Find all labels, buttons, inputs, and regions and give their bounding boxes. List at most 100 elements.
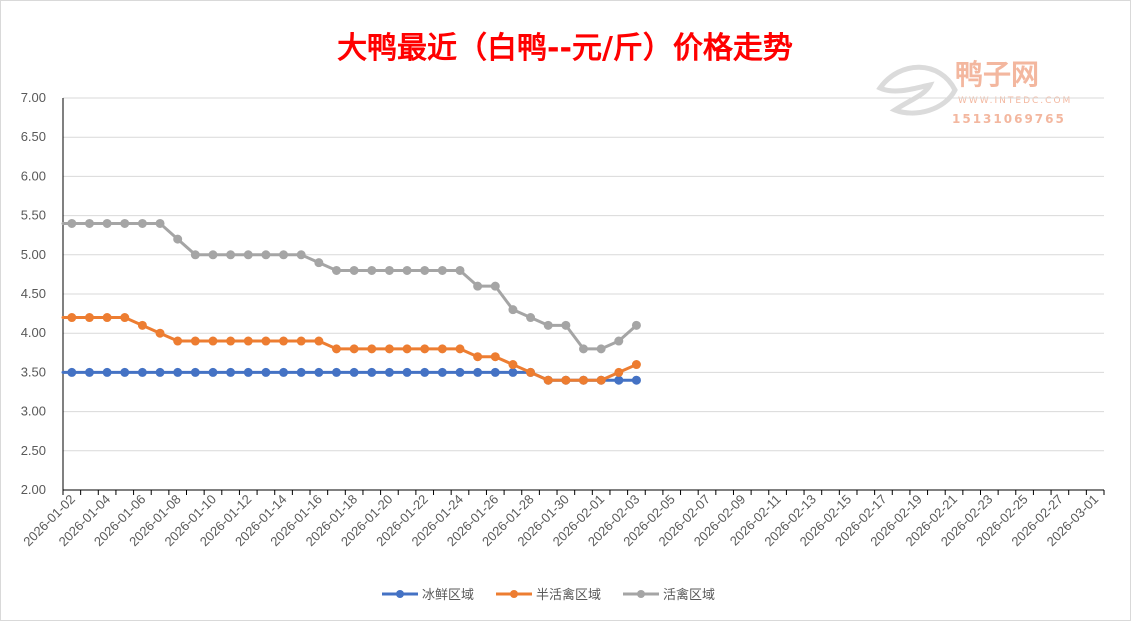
data-point — [631, 360, 641, 370]
y-tick-label: 3.00 — [21, 404, 46, 419]
data-point — [596, 344, 606, 354]
data-point — [490, 281, 500, 291]
y-tick-label: 7.00 — [21, 90, 46, 105]
data-point — [579, 375, 588, 385]
data-point — [349, 367, 359, 377]
data-point — [349, 265, 359, 275]
data-point — [455, 344, 465, 354]
data-point — [137, 320, 147, 330]
data-point — [437, 265, 447, 275]
data-point — [420, 265, 430, 275]
data-point — [437, 367, 447, 377]
chart-title: 大鸭最近（白鸭--元/斤）价格走势 — [337, 31, 793, 66]
data-point — [226, 367, 236, 377]
data-point — [367, 344, 377, 354]
data-point — [84, 313, 94, 323]
data-point — [561, 320, 571, 330]
data-point — [490, 352, 500, 362]
data-point — [526, 367, 536, 377]
data-point — [314, 367, 324, 377]
data-point — [508, 305, 518, 315]
data-point — [120, 218, 130, 228]
data-point — [208, 250, 218, 260]
data-point — [331, 265, 341, 275]
legend-item: 活禽区域 — [623, 587, 715, 603]
data-point — [261, 367, 271, 377]
series-1 — [61, 367, 641, 385]
y-tick-label: 6.00 — [21, 168, 46, 183]
series-line — [61, 316, 638, 382]
data-point — [420, 344, 430, 354]
legend: 冰鲜区域 半活禽区域 活禽区域 — [382, 587, 715, 603]
data-point — [508, 367, 518, 377]
data-point — [473, 367, 483, 377]
legend-item: 冰鲜区域 — [382, 588, 474, 603]
data-point — [226, 250, 236, 260]
gridlines — [63, 97, 1104, 452]
watermark-phone: 15131069765 — [952, 112, 1066, 126]
data-point — [102, 218, 112, 228]
data-point — [190, 336, 200, 346]
legend-marker — [396, 590, 404, 598]
data-point — [120, 313, 130, 323]
data-point — [279, 367, 289, 377]
data-point — [455, 367, 465, 377]
x-axis: 2026-01-022026-01-042026-01-062026-01-08… — [20, 489, 1105, 549]
watermark-logo: 鸭子网 WWW.INTEDC.COM 15131069765 — [876, 58, 1070, 126]
data-point — [437, 344, 447, 354]
data-point — [279, 336, 289, 346]
data-point — [579, 344, 588, 354]
data-point — [173, 234, 183, 244]
data-point — [473, 281, 483, 291]
data-point — [631, 320, 641, 330]
data-point — [596, 375, 606, 385]
data-point — [349, 344, 359, 354]
data-point — [243, 250, 253, 260]
data-point — [226, 336, 236, 346]
data-point — [420, 367, 430, 377]
data-point — [67, 313, 77, 323]
series-group — [61, 218, 641, 385]
data-point — [120, 367, 130, 377]
y-tick-label: 3.50 — [21, 364, 46, 379]
data-point — [155, 218, 165, 228]
data-point — [173, 336, 183, 346]
data-point — [155, 367, 165, 377]
legend-marker — [637, 590, 645, 598]
data-point — [102, 313, 112, 323]
data-point — [137, 367, 147, 377]
data-point — [614, 375, 624, 385]
data-point — [279, 250, 289, 260]
watermark-name: 鸭子网 — [955, 58, 1039, 91]
y-tick-label: 5.00 — [21, 247, 46, 262]
data-point — [173, 367, 183, 377]
series-2 — [61, 313, 641, 385]
data-point — [67, 367, 77, 377]
y-tick-label: 2.00 — [21, 482, 46, 497]
y-axis: 7.00 6.50 6.00 5.50 5.00 4.50 4.00 3.50 3.00 2.50… — [21, 90, 64, 497]
data-point — [455, 265, 465, 275]
data-point — [367, 265, 377, 275]
data-point — [367, 367, 377, 377]
data-point — [243, 336, 253, 346]
data-point — [296, 367, 306, 377]
data-point — [402, 344, 412, 354]
data-point — [614, 336, 624, 346]
data-point — [314, 258, 324, 268]
data-point — [155, 328, 165, 338]
series-line — [61, 221, 638, 351]
legend-label: 活禽区域 — [663, 587, 715, 603]
legend-item: 半活禽区域 — [496, 587, 601, 603]
data-point — [402, 265, 412, 275]
data-point — [543, 320, 553, 330]
data-point — [84, 218, 94, 228]
data-point — [261, 336, 271, 346]
y-tick-label: 4.50 — [21, 286, 46, 301]
y-tick-label: 2.50 — [21, 443, 46, 458]
y-tick-label: 6.50 — [21, 129, 46, 144]
y-tick-label: 5.50 — [21, 208, 46, 223]
data-point — [331, 344, 341, 354]
series-3 — [61, 218, 641, 354]
data-point — [314, 336, 324, 346]
legend-label: 半活禽区域 — [536, 587, 601, 603]
